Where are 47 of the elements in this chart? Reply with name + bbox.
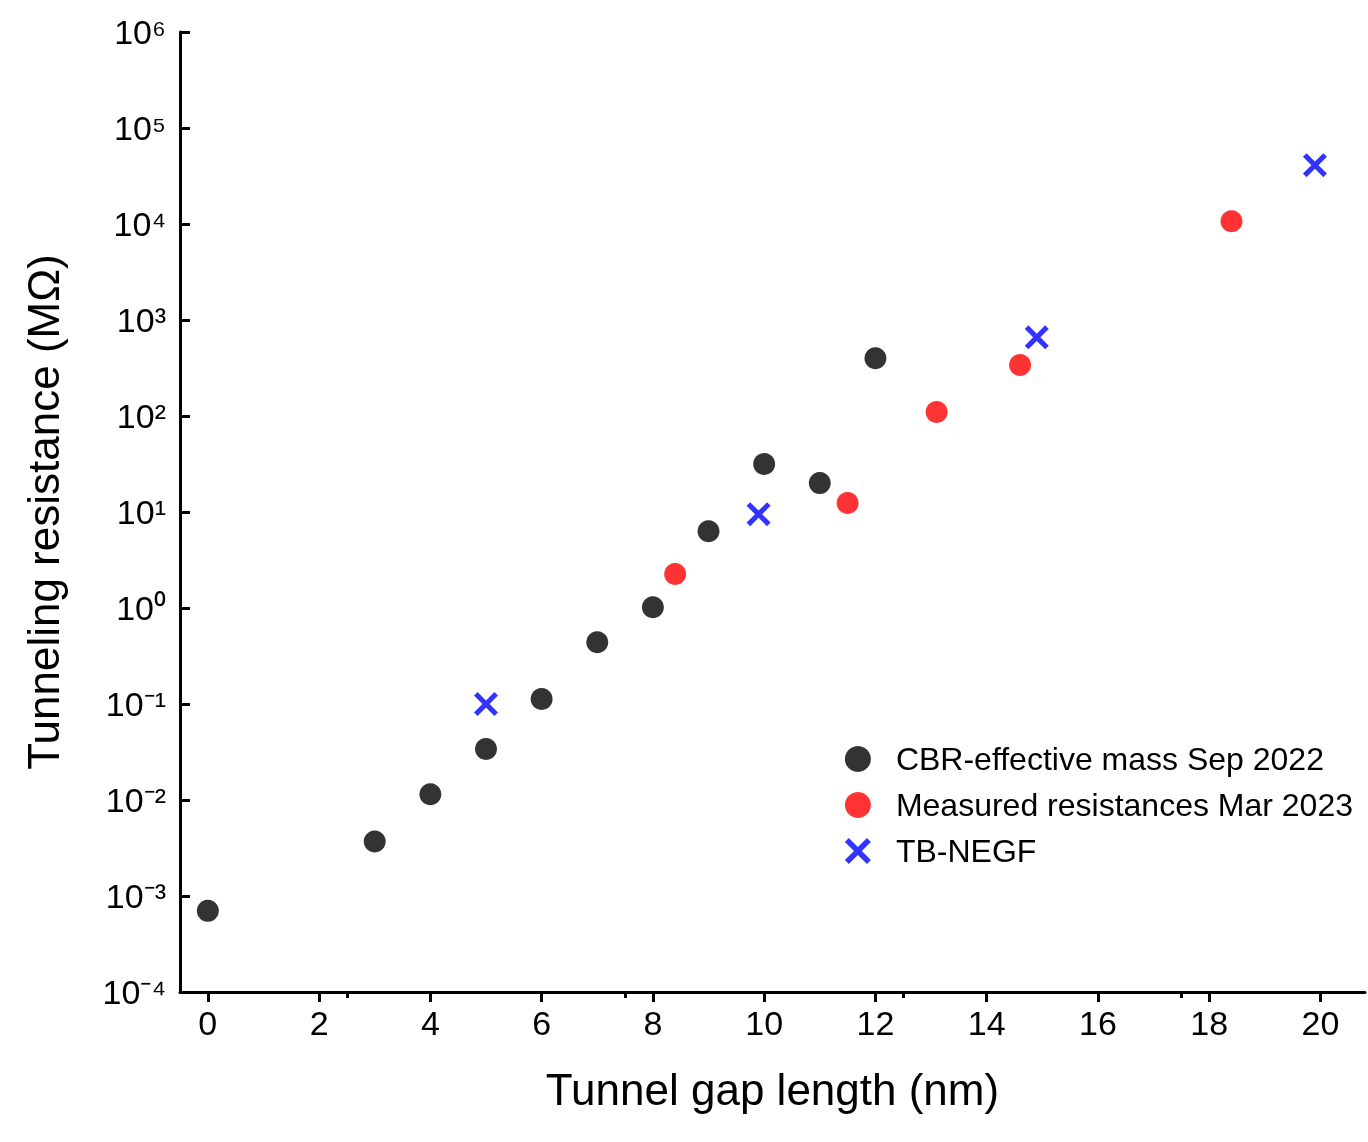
x-tick-label: 2 <box>309 1004 329 1042</box>
legend-label: TB-NEGF <box>895 833 1037 869</box>
x-axis-title: Tunnel gap length (nm) <box>545 1064 1000 1114</box>
point <box>586 631 609 654</box>
y-tick-label: 10⁻² <box>105 781 166 819</box>
point <box>697 520 720 543</box>
point <box>864 347 887 370</box>
point <box>746 502 771 527</box>
x-tick-label: 14 <box>967 1004 1006 1042</box>
y-tick-label: 10² <box>116 397 166 435</box>
x-tick-label: 20 <box>1301 1004 1340 1042</box>
point <box>808 472 831 495</box>
y-tick-label: 10⁰ <box>116 589 166 627</box>
x-tick-label: 8 <box>643 1004 663 1042</box>
y-axis-title: Tunneling resistance (MΩ) <box>18 254 68 770</box>
y-tick-label: 10⁶ <box>114 13 166 51</box>
legend-label: CBR-effective mass Sep 2022 <box>895 741 1324 777</box>
y-tick-label: 10⁴ <box>113 205 166 243</box>
y-tick-label: 10⁻³ <box>105 877 166 915</box>
point <box>473 692 498 716</box>
legend-label: Measured resistances Mar 2023 <box>895 787 1353 823</box>
x-tick-label: 0 <box>198 1004 218 1042</box>
x-tick-label: 12 <box>856 1004 895 1042</box>
point <box>1009 353 1032 376</box>
point <box>1302 153 1327 178</box>
y-tick-label: 10⁵ <box>114 109 166 147</box>
point <box>363 830 386 853</box>
point <box>196 899 219 922</box>
point <box>1024 325 1049 350</box>
point <box>925 401 948 424</box>
point <box>836 492 859 515</box>
point <box>419 783 442 806</box>
point <box>475 737 497 760</box>
point <box>753 453 776 476</box>
point <box>530 687 553 710</box>
y-tick-label: 10¹ <box>116 493 166 531</box>
x-tick-label: 16 <box>1079 1004 1117 1042</box>
x-tick-label: 4 <box>420 1004 440 1042</box>
y-tick-label: 10⁻⁴ <box>102 973 166 1011</box>
point <box>1220 210 1243 233</box>
x-tick-label: 10 <box>745 1004 784 1042</box>
point <box>664 563 687 585</box>
x-tick-label: 6 <box>532 1004 552 1042</box>
y-tick-label: 10³ <box>116 301 166 339</box>
y-tick-label: 10⁻¹ <box>105 685 166 723</box>
point <box>641 596 664 619</box>
x-tick-label: 18 <box>1190 1004 1229 1042</box>
